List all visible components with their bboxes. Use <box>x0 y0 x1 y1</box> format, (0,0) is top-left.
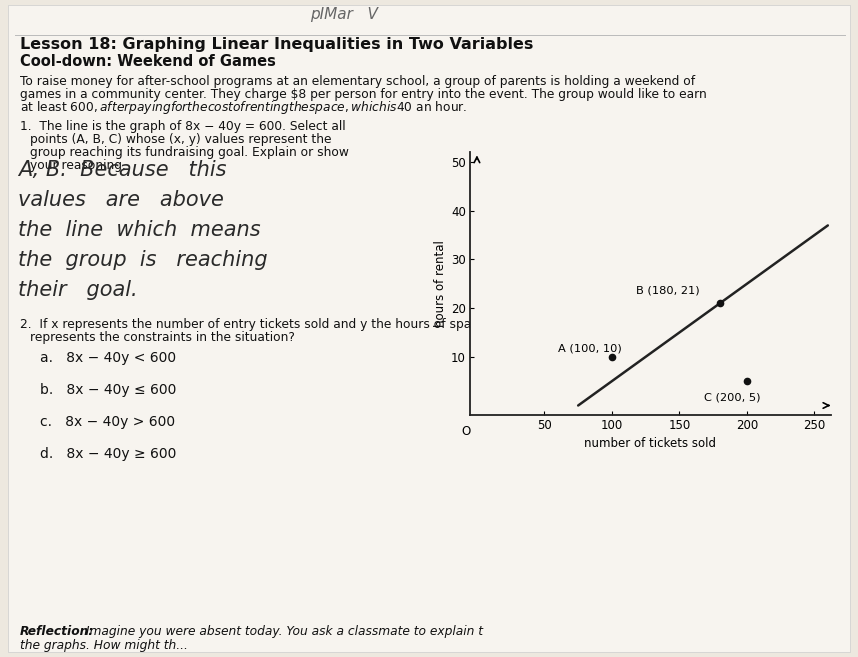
Text: the  group  is   reaching: the group is reaching <box>18 250 268 270</box>
Text: Reflection:: Reflection: <box>20 625 94 638</box>
Text: B (180, 21): B (180, 21) <box>636 286 700 296</box>
Y-axis label: hours of rental: hours of rental <box>434 240 447 327</box>
FancyBboxPatch shape <box>8 5 850 652</box>
Text: Cool-down: Weekend of Games: Cool-down: Weekend of Games <box>20 54 276 69</box>
Text: a.   8x − 40y < 600: a. 8x − 40y < 600 <box>40 351 176 365</box>
Text: values   are   above: values are above <box>18 190 224 210</box>
Text: A (100, 10): A (100, 10) <box>558 344 622 354</box>
Text: 2.  If x represents the number of entry tickets sold and y the hours of space re: 2. If x represents the number of entry t… <box>20 318 633 331</box>
Text: your reasoning.: your reasoning. <box>30 159 126 172</box>
Text: Lesson 18: Graphing Linear Inequalities in Two Variables: Lesson 18: Graphing Linear Inequalities … <box>20 37 534 52</box>
Text: O: O <box>461 425 470 438</box>
Text: group reaching its fundraising goal. Explain or show: group reaching its fundraising goal. Exp… <box>30 146 349 159</box>
Text: C (200, 5): C (200, 5) <box>704 393 760 403</box>
Text: pIMar   V: pIMar V <box>310 7 378 22</box>
Text: points (A, B, C) whose (x, y) values represent the: points (A, B, C) whose (x, y) values rep… <box>30 133 331 146</box>
Text: A, B.  Because   this: A, B. Because this <box>18 160 227 180</box>
Text: games in a community center. They charge $8 per person for entry into the event.: games in a community center. They charge… <box>20 88 707 101</box>
Text: d.   8x − 40y ≥ 600: d. 8x − 40y ≥ 600 <box>40 447 177 461</box>
Text: c.   8x − 40y > 600: c. 8x − 40y > 600 <box>40 415 175 429</box>
Text: Imagine you were absent today. You ask a classmate to explain t: Imagine you were absent today. You ask a… <box>82 625 483 638</box>
Text: the  line  which  means: the line which means <box>18 220 261 240</box>
Text: their   goal.: their goal. <box>18 280 137 300</box>
Text: at least $600, after paying for the cost of renting the space, which is $40 an h: at least $600, after paying for the cost… <box>20 99 468 116</box>
Text: represents the constraints in the situation?: represents the constraints in the situat… <box>30 331 295 344</box>
X-axis label: number of tickets sold: number of tickets sold <box>584 436 716 449</box>
Text: To raise money for after-school programs at an elementary school, a group of par: To raise money for after-school programs… <box>20 75 695 88</box>
Text: 1.  The line is the graph of 8x − 40y = 600. Select all: 1. The line is the graph of 8x − 40y = 6… <box>20 120 346 133</box>
Text: b.   8x − 40y ≤ 600: b. 8x − 40y ≤ 600 <box>40 383 177 397</box>
Text: the graphs. How might th...: the graphs. How might th... <box>20 639 188 652</box>
